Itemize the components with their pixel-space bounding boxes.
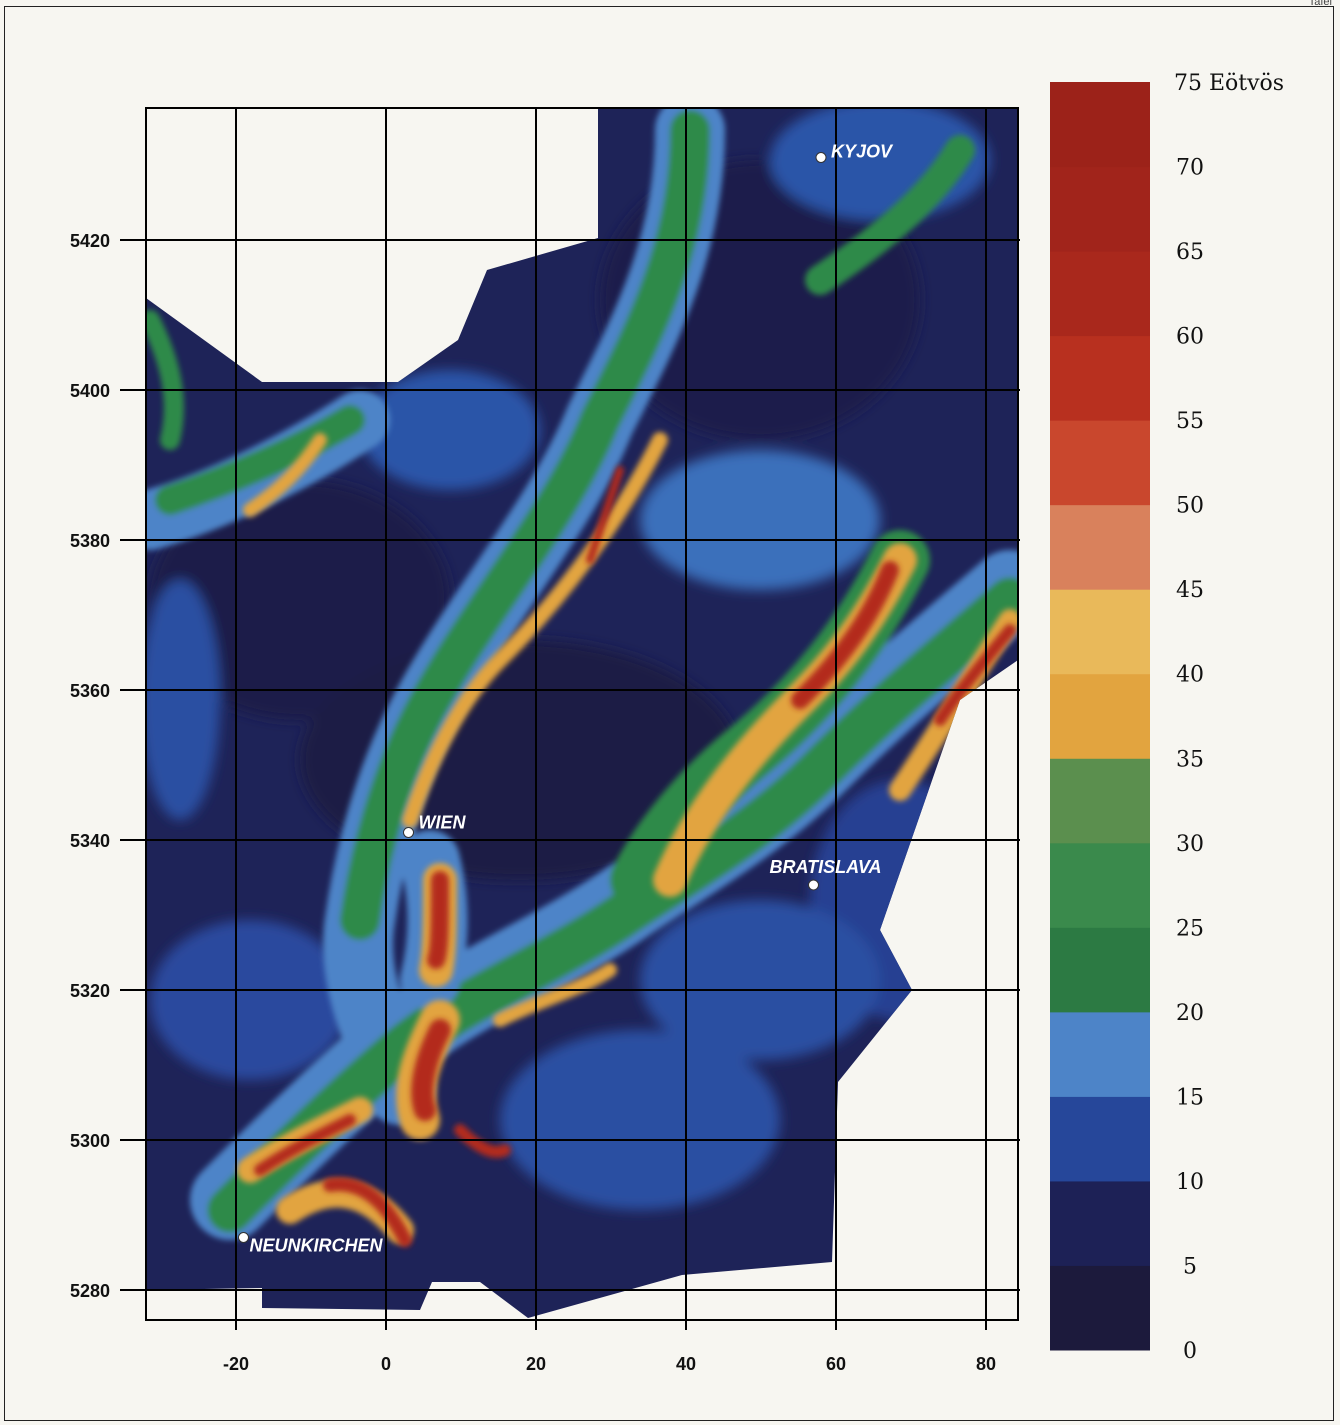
city-label: BRATISLAVA bbox=[770, 857, 882, 877]
legend-unit-label: 75 Eötvös bbox=[1174, 71, 1284, 96]
y-tick-label: 5340 bbox=[70, 831, 110, 851]
legend-band bbox=[1050, 1180, 1150, 1266]
legend-tick-label: 50 bbox=[1176, 494, 1204, 519]
corner-text: Tafel bbox=[1308, 0, 1332, 8]
y-tick-label: 5280 bbox=[70, 1281, 110, 1301]
city-dot bbox=[238, 1232, 249, 1243]
x-tick-label: 40 bbox=[676, 1354, 696, 1374]
x-tick-label: 20 bbox=[526, 1354, 546, 1374]
legend-tick-label: 45 bbox=[1176, 578, 1204, 603]
city-label: KYJOV bbox=[831, 142, 894, 162]
legend-band bbox=[1050, 589, 1150, 675]
x-axis-ticks: -20 0 20 40 60 80 bbox=[223, 1354, 996, 1374]
y-tick-label: 5420 bbox=[70, 231, 110, 251]
legend-tick-label: 40 bbox=[1176, 663, 1204, 688]
legend-tick-label: 70 bbox=[1176, 156, 1204, 181]
city-label: WIEN bbox=[419, 813, 467, 833]
legend-band bbox=[1050, 927, 1150, 1013]
y-tick-label: 5360 bbox=[70, 681, 110, 701]
legend-tick-label: 35 bbox=[1176, 747, 1204, 772]
legend-tick-label: 15 bbox=[1176, 1085, 1204, 1110]
city-wien: WIEN bbox=[403, 813, 467, 838]
x-tick-label: 80 bbox=[976, 1354, 996, 1374]
legend-band bbox=[1050, 82, 1150, 168]
legend-band bbox=[1050, 420, 1150, 506]
legend-band bbox=[1050, 673, 1150, 759]
y-axis-ticks: 5420 5400 5380 5360 5340 5320 5300 5280 bbox=[70, 231, 110, 1301]
y-tick-label: 5400 bbox=[70, 381, 110, 401]
y-tick-label: 5380 bbox=[70, 531, 110, 551]
city-kyjov: KYJOV bbox=[815, 142, 894, 163]
legend-band bbox=[1050, 1265, 1150, 1351]
city-neunkirchen: NEUNKIRCHEN bbox=[238, 1232, 384, 1256]
x-tick-label: -20 bbox=[223, 1354, 249, 1374]
x-tick-label: 0 bbox=[381, 1354, 391, 1374]
legend-tick-label: 5 bbox=[1183, 1254, 1197, 1279]
legend-band bbox=[1050, 1096, 1150, 1182]
legend-tick-label: 10 bbox=[1176, 1170, 1204, 1195]
city-dot bbox=[815, 152, 827, 163]
legend-band bbox=[1050, 166, 1150, 252]
y-tick-label: 5320 bbox=[70, 981, 110, 1001]
legend-tick-label: 0 bbox=[1183, 1339, 1197, 1364]
legend-band bbox=[1050, 758, 1150, 844]
legend-band bbox=[1050, 251, 1150, 337]
legend-band bbox=[1050, 504, 1150, 590]
city-bratislava: BRATISLAVA bbox=[770, 857, 882, 891]
legend-tick-label: 65 bbox=[1176, 240, 1204, 265]
legend-band bbox=[1050, 335, 1150, 421]
legend-band bbox=[1050, 842, 1150, 928]
y-tick-label: 5300 bbox=[70, 1131, 110, 1151]
legend-tick-label: 30 bbox=[1176, 832, 1204, 857]
legend-tick-label: 20 bbox=[1176, 1001, 1204, 1026]
city-dot bbox=[808, 879, 819, 891]
anomaly-raster bbox=[146, 108, 1018, 1318]
page-border bbox=[4, 6, 1334, 1421]
city-markers: KYJOV WIEN BRATISLAVA NEUNKIRCHEN bbox=[238, 142, 894, 1256]
city-dot bbox=[403, 827, 414, 838]
legend-band bbox=[1050, 1011, 1150, 1097]
plot-frame bbox=[145, 107, 1019, 1321]
city-label: NEUNKIRCHEN bbox=[250, 1236, 384, 1256]
legend-tick-label: 25 bbox=[1176, 916, 1204, 941]
coordinate-grid bbox=[120, 107, 1020, 1330]
legend-tick-label: 60 bbox=[1176, 325, 1204, 350]
x-tick-label: 60 bbox=[826, 1354, 846, 1374]
legend-tick-label: 55 bbox=[1176, 409, 1204, 434]
